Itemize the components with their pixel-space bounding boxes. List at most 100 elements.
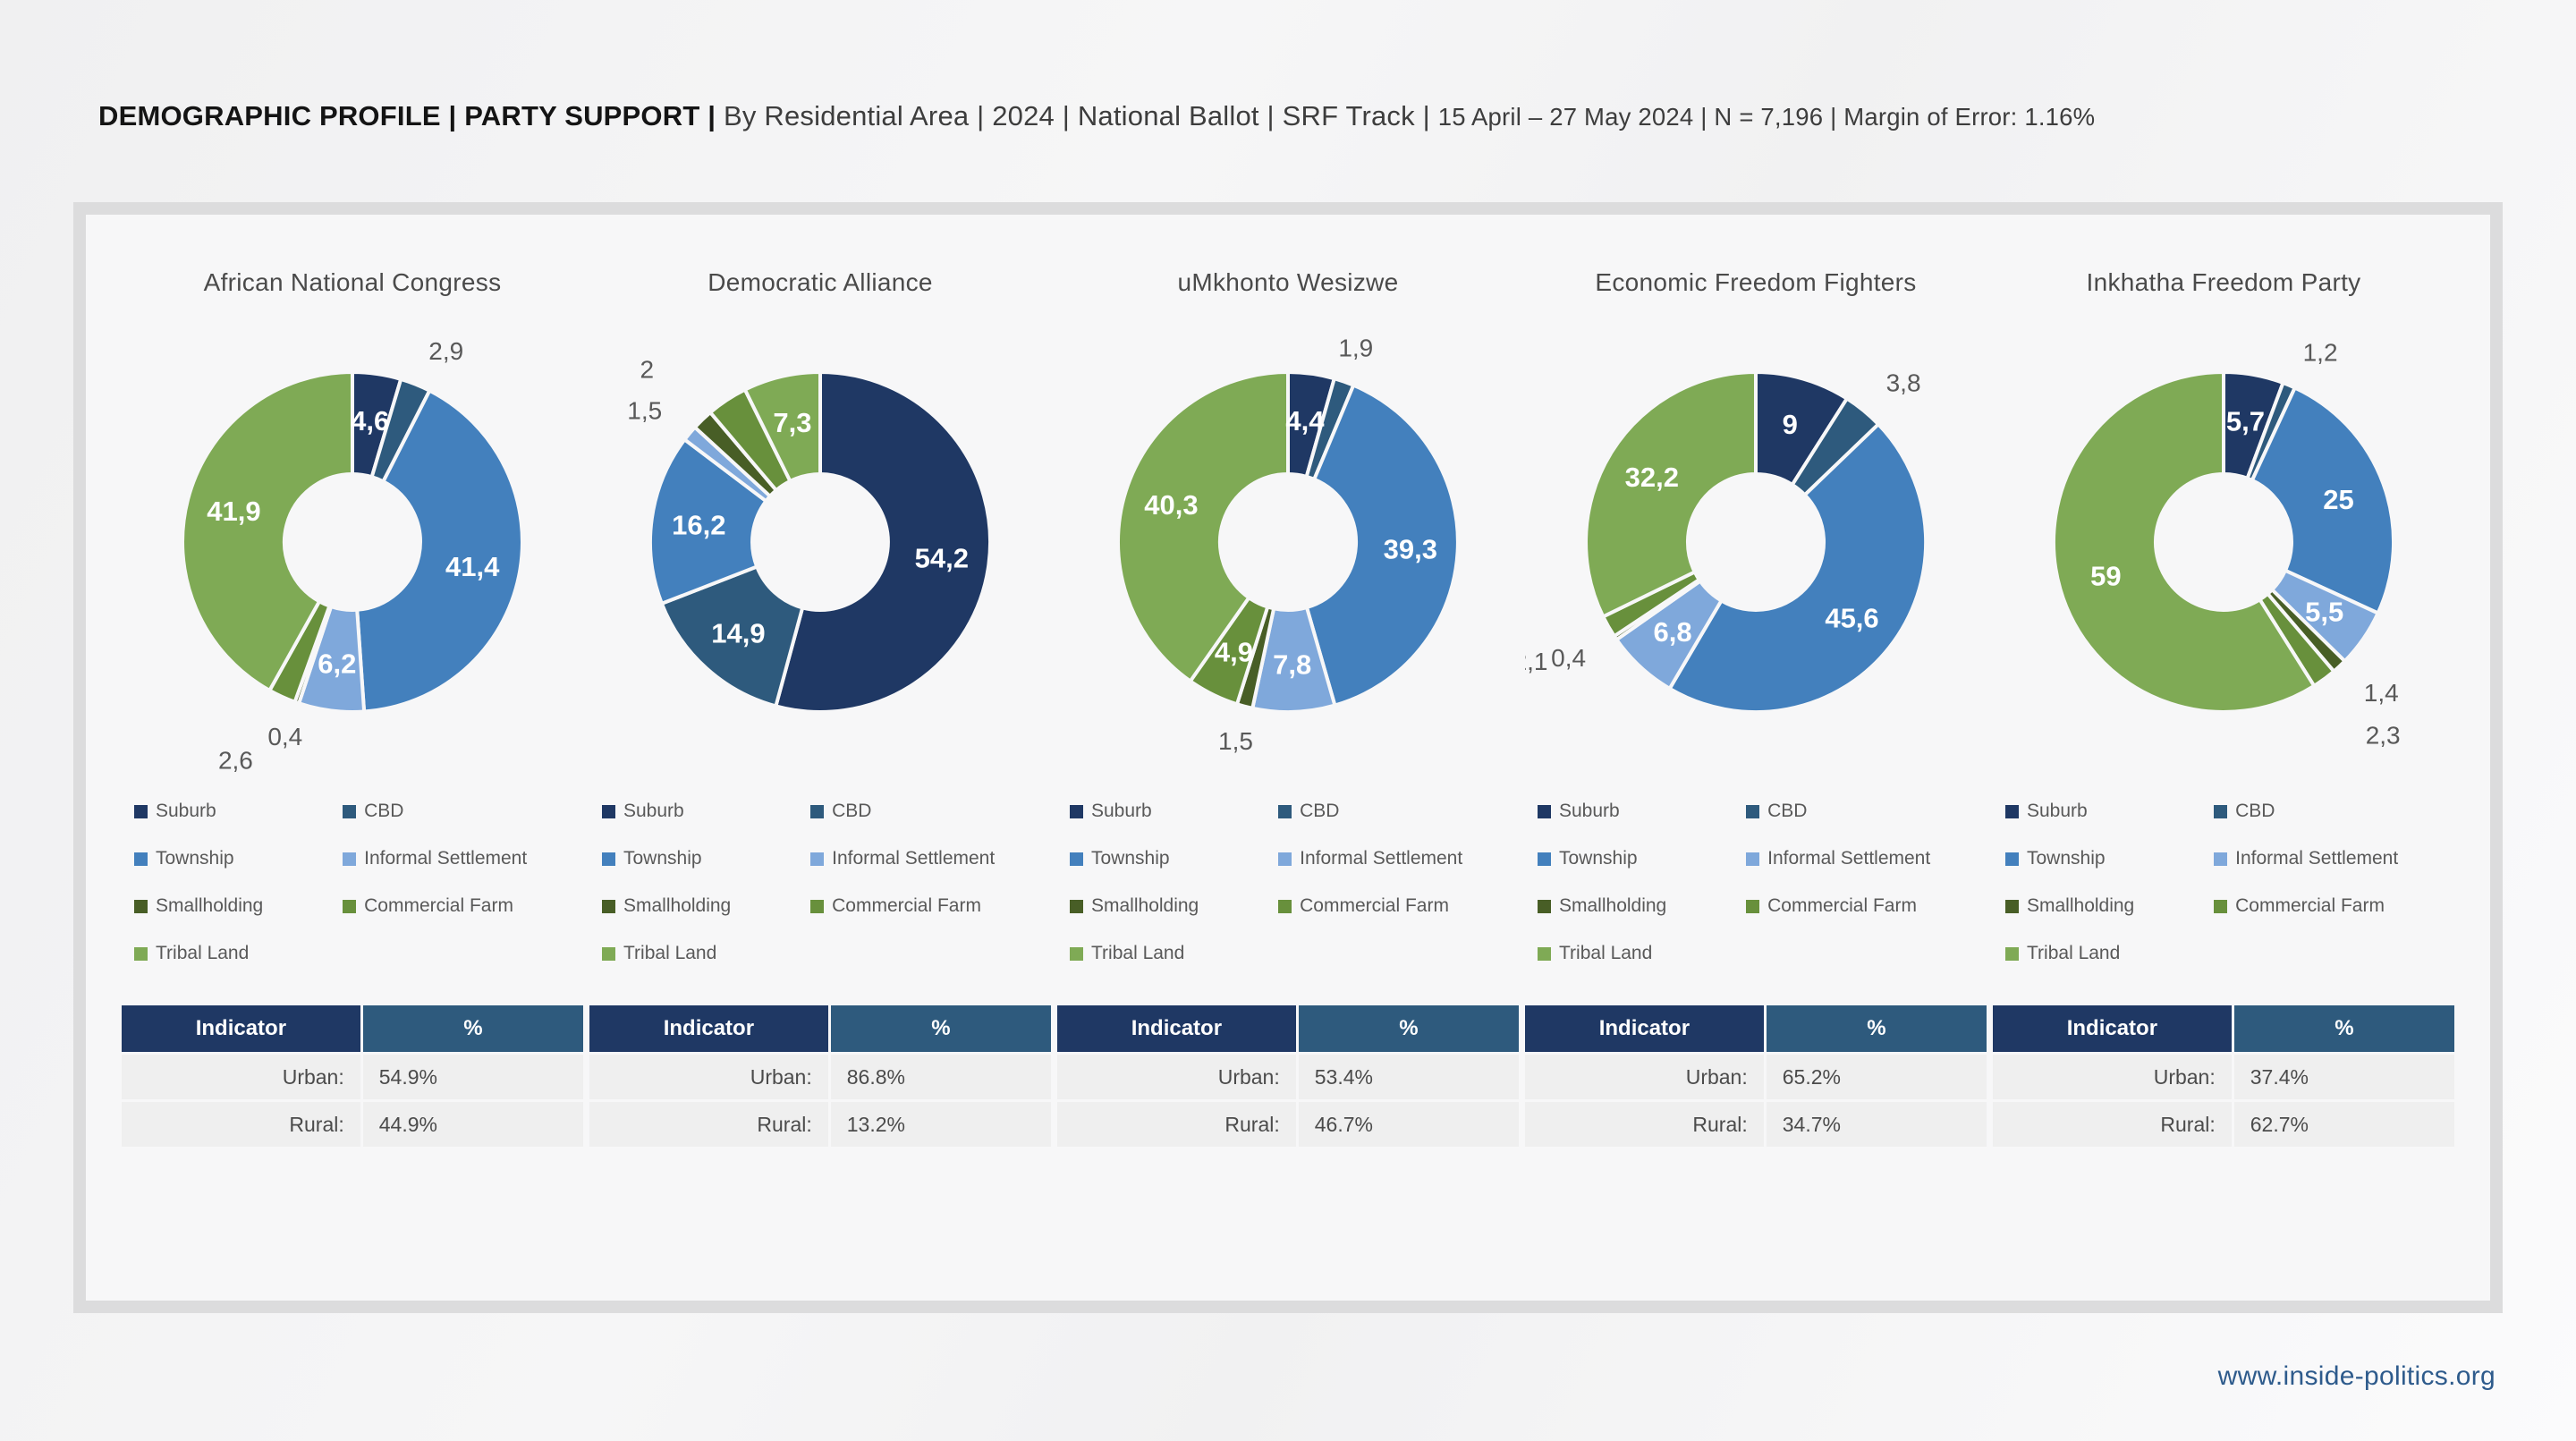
slice-value-label: 14,9: [711, 617, 765, 648]
slice-value-label: 59: [2090, 561, 2121, 592]
legend-swatch-icon: [1278, 804, 1292, 818]
legend-swatch-icon: [2214, 804, 2228, 818]
indicator-table: Indicator% Urban: 65.2% Rural: 34.7%: [1525, 1005, 1987, 1147]
slice-value-label: 32,2: [1625, 462, 1679, 493]
legend-label: Township: [1091, 848, 1170, 869]
donut-chart: 54,2 14,9 16,2 1,5 2 3,9 7,3: [627, 300, 993, 714]
slice-value-label: 39,3: [1384, 533, 1437, 564]
donut-wrap: 4,6 2,9 41,4 6,2 0,4 2,6 41,9: [122, 326, 583, 777]
legend-swatch-icon: [1070, 804, 1083, 818]
legend-item-suburb: Suburb: [134, 801, 343, 822]
legend-swatch-icon: [602, 852, 615, 866]
donut-slice-cbd: [659, 564, 805, 708]
indicator-label: Rural:: [1993, 1102, 2232, 1147]
legend-swatch-icon: [134, 852, 148, 866]
legend: Suburb CBD Township Informal Settlement Smal…: [1538, 801, 1981, 964]
indicator-table: Indicator% Urban: 54.9% Rural: 44.9%: [122, 1005, 583, 1147]
slice-value-label: 4,9: [1215, 636, 1253, 667]
legend-swatch-icon: [1538, 852, 1551, 866]
legend-item-tribal-land: Tribal Land: [1070, 943, 1278, 964]
indicator-label: Rural:: [1525, 1102, 1764, 1147]
legend-item-township: Township: [134, 848, 343, 869]
legend-item-informal-settlement: Informal Settlement: [810, 848, 1046, 869]
indicator-label: Rural:: [589, 1102, 828, 1147]
legend-label: Smallholding: [2027, 895, 2135, 916]
legend-item-smallholding: Smallholding: [1538, 895, 1746, 917]
legend-item-informal-settlement: Informal Settlement: [1278, 848, 1513, 869]
page-title-detail: 15 April – 27 May 2024 | N = 7,196 | Mar…: [1437, 103, 2096, 131]
legend-swatch-icon: [1278, 899, 1292, 913]
table-row: Rural: 44.9%: [122, 1102, 583, 1147]
legend-label: Township: [2027, 848, 2106, 869]
legend-swatch-icon: [1746, 804, 1760, 818]
donut-wrap: 9 3,8 45,6 6,8 0,42,1 32,2: [1513, 326, 1987, 777]
legend-item-tribal-land: Tribal Land: [2005, 943, 2214, 964]
website-link[interactable]: www.inside-politics.org: [2217, 1361, 2496, 1391]
legend-item-smallholding: Smallholding: [1070, 895, 1278, 917]
slice-value-label: 0,4: [1551, 644, 1586, 672]
party-column: Inkhatha Freedom Party 5,7 1,2 25 5,5 1,4 2,3 5…: [1993, 263, 2454, 1147]
legend-item-cbd: CBD: [343, 801, 578, 822]
indicator-value: 65.2%: [1766, 1055, 1987, 1099]
legend-swatch-icon: [2005, 852, 2019, 866]
indicator-label: Urban:: [1993, 1055, 2232, 1099]
slice-value-label: 2,1: [1525, 648, 1548, 675]
slice-value-label: 2,9: [428, 337, 463, 365]
legend-label: Commercial Farm: [1300, 895, 1449, 916]
table-header-row: Indicator%: [1057, 1005, 1519, 1052]
table-row: Urban: 53.4%: [1057, 1055, 1519, 1099]
legend-item-tribal-land: Tribal Land: [134, 943, 343, 964]
donut-wrap: 5,7 1,2 25 5,5 1,4 2,3 59: [1993, 326, 2454, 777]
slice-value-label: 41,9: [207, 496, 260, 527]
legend-swatch-icon: [1746, 852, 1760, 866]
indicator-value: 86.8%: [830, 1055, 1051, 1099]
legend-swatch-icon: [2005, 946, 2019, 961]
legend-label: CBD: [1767, 801, 1808, 821]
legend-label: Informal Settlement: [2235, 848, 2399, 869]
legend-label: Commercial Farm: [2235, 895, 2385, 916]
table-header-row: Indicator%: [122, 1005, 583, 1052]
legend-item-suburb: Suburb: [602, 801, 810, 822]
table-header-indicator: Indicator: [1993, 1005, 2232, 1052]
donut-slice-tribal-land: [181, 370, 354, 692]
legend-swatch-icon: [602, 804, 615, 818]
legend-label: Township: [156, 848, 234, 869]
donut-slice-township: [1667, 422, 1928, 715]
legend-swatch-icon: [602, 946, 615, 961]
donut-slice-tribal-land: [1584, 370, 1758, 619]
legend-item-smallholding: Smallholding: [2005, 895, 2214, 917]
donut-chart: 5,7 1,2 25 5,5 1,4 2,3 59: [2052, 338, 2401, 749]
indicator-value: 46.7%: [1298, 1102, 1519, 1147]
slice-value-label: 6,2: [318, 648, 356, 679]
indicator-label: Urban:: [1057, 1055, 1296, 1099]
table-row: Rural: 13.2%: [589, 1102, 1051, 1147]
legend-item-informal-settlement: Informal Settlement: [2214, 848, 2449, 869]
legend-item-commercial-farm: Commercial Farm: [1278, 895, 1513, 917]
party-column: uMkhonto Wesizwe 4,4 1,9 39,3 7,8 1,5 4,9 40,3 S…: [1057, 263, 1519, 1147]
party-title: Democratic Alliance: [708, 268, 933, 296]
table-row: Rural: 62.7%: [1993, 1102, 2454, 1147]
legend-label: Tribal Land: [1559, 943, 1653, 963]
donut-slice-suburb: [774, 370, 993, 714]
indicator-value: 34.7%: [1766, 1102, 1987, 1147]
table-row: Urban: 86.8%: [589, 1055, 1051, 1099]
legend-label: Smallholding: [1559, 895, 1667, 916]
legend-item-smallholding: Smallholding: [602, 895, 810, 917]
indicator-table: Indicator% Urban: 53.4% Rural: 46.7%: [1057, 1005, 1519, 1147]
table-row: Urban: 37.4%: [1993, 1055, 2454, 1099]
indicator-table: Indicator% Urban: 37.4% Rural: 62.7%: [1993, 1005, 2454, 1147]
slice-value-label: 7,3: [773, 407, 811, 438]
donut-slice-tribal-land: [742, 369, 822, 483]
party-column: Democratic Alliance 54,2 14,9 16,2 1,5 2 3,9 7,…: [589, 263, 1051, 1147]
legend-swatch-icon: [134, 946, 148, 961]
legend-swatch-icon: [1538, 946, 1551, 961]
donut-slice-tribal-land: [1115, 370, 1290, 683]
indicator-value: 62.7%: [2233, 1102, 2454, 1147]
donut-chart: 9 3,8 45,6 6,8 0,42,1 32,2: [1513, 369, 1928, 715]
legend-swatch-icon: [1070, 852, 1083, 866]
legend-swatch-icon: [1070, 946, 1083, 961]
slice-value-label: 7,8: [1273, 648, 1311, 680]
legend-label: CBD: [2235, 801, 2275, 821]
table-row: Rural: 46.7%: [1057, 1102, 1519, 1147]
table-header-row: Indicator%: [1525, 1005, 1987, 1052]
